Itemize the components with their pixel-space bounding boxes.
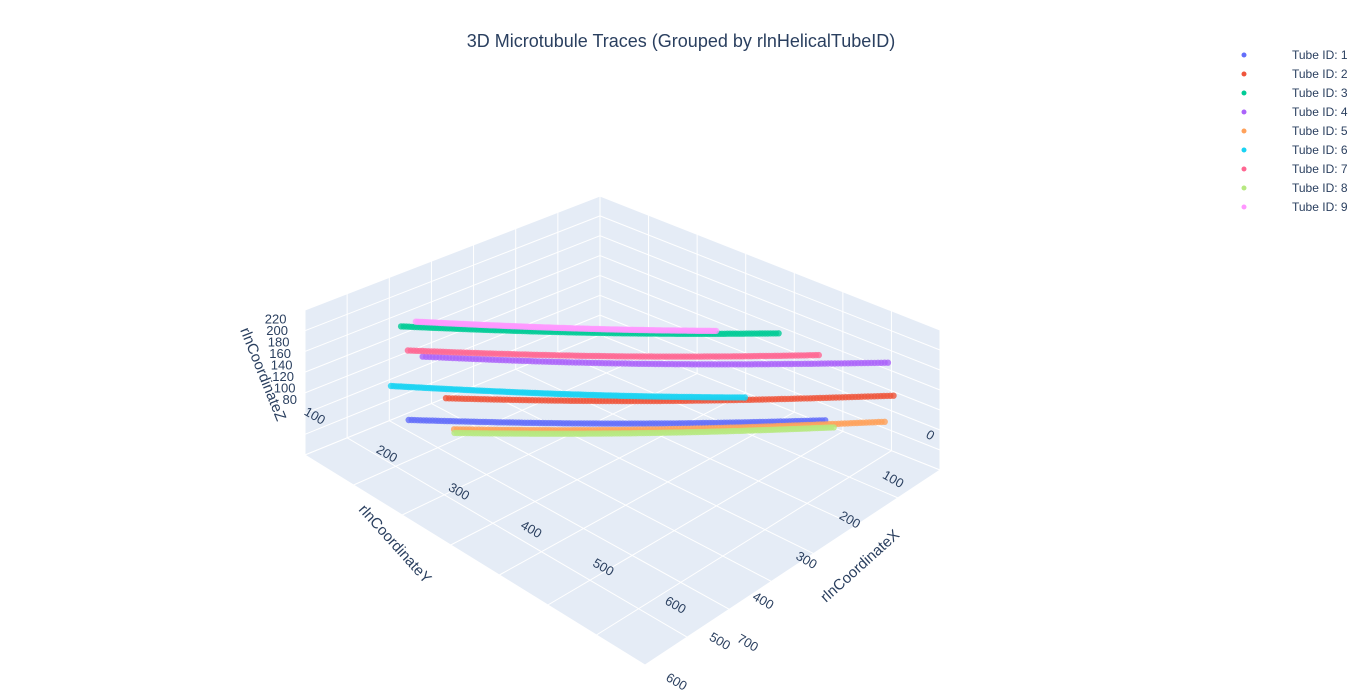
z-tick-label: 200 — [266, 323, 288, 338]
legend-marker — [1241, 166, 1247, 172]
trace-point — [815, 351, 822, 359]
z-tick-label: 160 — [269, 346, 291, 361]
legend-label: Tube ID: 5 — [1292, 124, 1348, 138]
trace-point — [712, 327, 720, 335]
legend-item[interactable]: Tube ID: 1 — [1241, 48, 1348, 62]
legend-item[interactable]: Tube ID: 3 — [1241, 86, 1348, 100]
legend-label: Tube ID: 8 — [1292, 181, 1348, 195]
legend-marker — [1241, 128, 1247, 134]
series-tube-4 — [419, 353, 892, 368]
trace-point — [775, 330, 782, 337]
x-tick-label: 600 — [664, 670, 690, 694]
legend-label: Tube ID: 1 — [1292, 48, 1348, 62]
x-tick-label: 500 — [707, 629, 733, 653]
legend-item[interactable]: Tube ID: 5 — [1241, 124, 1348, 138]
legend-item[interactable]: Tube ID: 2 — [1241, 67, 1348, 81]
legend-label: Tube ID: 3 — [1292, 86, 1348, 100]
series-tube-8 — [451, 424, 837, 437]
legend-item[interactable]: Tube ID: 9 — [1241, 200, 1348, 214]
legend-marker — [1241, 147, 1247, 153]
trace-point — [884, 359, 892, 366]
legend-marker — [1241, 109, 1247, 115]
traces-layer — [387, 318, 897, 437]
legend-marker — [1241, 71, 1247, 77]
z-tick-label: 120 — [272, 369, 294, 384]
legend-label: Tube ID: 9 — [1292, 200, 1348, 214]
legend-item[interactable]: Tube ID: 8 — [1241, 181, 1348, 195]
y-tick-label: 700 — [735, 631, 761, 655]
legend-label: Tube ID: 7 — [1292, 162, 1348, 176]
trace-point — [881, 418, 888, 425]
legend-label: Tube ID: 6 — [1292, 143, 1348, 157]
series-tube-9 — [412, 318, 720, 335]
series-tube-2 — [442, 392, 897, 405]
z-tick-label: 140 — [271, 358, 293, 373]
legend-item[interactable]: Tube ID: 4 — [1241, 105, 1348, 119]
series-tube-6 — [387, 382, 749, 401]
legend-marker — [1241, 185, 1247, 191]
grid-lines — [304, 212, 941, 638]
z-tick-label: 180 — [268, 335, 290, 350]
legend-label: Tube ID: 4 — [1292, 105, 1348, 119]
legend-marker — [1241, 204, 1247, 210]
legend[interactable]: Tube ID: 1 Tube ID: 2 Tube ID: 3 Tube ID: 4… — [1241, 48, 1348, 214]
chart-title: 3D Microtubule Traces (Grouped by rlnHel… — [467, 31, 896, 51]
legend-marker — [1241, 52, 1247, 58]
legend-marker — [1241, 90, 1247, 96]
legend-label: Tube ID: 2 — [1292, 67, 1348, 81]
legend-item[interactable]: Tube ID: 6 — [1241, 143, 1348, 157]
trace-point — [741, 394, 749, 401]
legend-item[interactable]: Tube ID: 7 — [1241, 162, 1348, 176]
z-tick-label: 220 — [265, 312, 287, 327]
z-tick-label: 80 — [283, 392, 297, 407]
trace-point — [830, 424, 837, 431]
z-tick-label: 100 — [274, 381, 296, 396]
trace-point — [890, 392, 897, 399]
series-tube-7 — [404, 347, 822, 360]
